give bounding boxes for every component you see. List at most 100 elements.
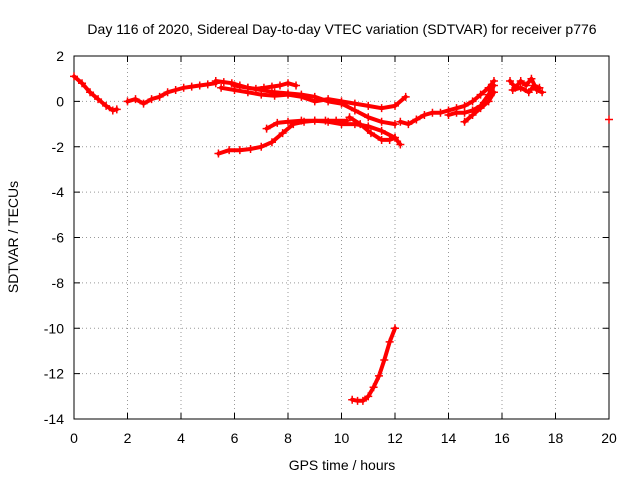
series-track-5 bbox=[230, 81, 399, 129]
data-point bbox=[310, 116, 319, 125]
y-tick-label: -14 bbox=[44, 411, 64, 427]
data-point bbox=[171, 86, 180, 95]
data-point bbox=[385, 337, 394, 346]
data-point bbox=[468, 110, 477, 119]
series-track-2 bbox=[123, 79, 220, 108]
data-point bbox=[391, 120, 399, 129]
data-point bbox=[391, 101, 399, 110]
data-point bbox=[460, 117, 469, 126]
data-point bbox=[78, 79, 87, 88]
data-point bbox=[246, 145, 255, 154]
data-point bbox=[506, 76, 515, 85]
y-tick-label: 2 bbox=[56, 48, 64, 64]
x-tick-label: 8 bbox=[284, 430, 292, 446]
data-point bbox=[412, 115, 421, 124]
data-point bbox=[380, 356, 389, 365]
data-points bbox=[70, 72, 613, 405]
data-point bbox=[420, 110, 429, 119]
data-point bbox=[225, 146, 234, 155]
data-point bbox=[262, 124, 271, 133]
grid bbox=[74, 56, 609, 419]
data-point bbox=[324, 117, 333, 126]
x-axis-label: GPS time / hours bbox=[289, 457, 396, 473]
data-point bbox=[278, 129, 287, 138]
series-track-15 bbox=[605, 115, 613, 124]
x-tick-label: 16 bbox=[494, 430, 510, 446]
data-point bbox=[364, 113, 373, 122]
x-tick-label: 20 bbox=[601, 430, 617, 446]
data-point bbox=[203, 80, 212, 89]
series-line bbox=[125, 81, 218, 106]
data-point bbox=[284, 89, 292, 98]
data-point bbox=[108, 106, 117, 115]
y-axis-label: SDTVAR / TECUs bbox=[5, 181, 21, 293]
x-tick-label: 10 bbox=[334, 430, 350, 446]
data-point bbox=[391, 324, 399, 333]
x-tick-label: 12 bbox=[387, 430, 403, 446]
y-tick-label: -6 bbox=[52, 230, 65, 246]
data-point bbox=[358, 396, 367, 405]
data-point bbox=[131, 95, 140, 104]
y-tick-label: -8 bbox=[52, 275, 65, 291]
axis-ticks: 0 2 4 6 8 10 12 14 16 18 2020-2-4-6-8-10-12-14 bbox=[44, 48, 617, 446]
y-tick-label: -10 bbox=[44, 320, 64, 336]
data-point bbox=[275, 81, 284, 90]
data-point bbox=[436, 108, 445, 117]
data-point bbox=[219, 78, 228, 87]
x-tick-label: 2 bbox=[124, 430, 132, 446]
data-point bbox=[538, 88, 547, 97]
series-track-4 bbox=[217, 83, 410, 113]
data-point bbox=[489, 88, 498, 97]
data-point bbox=[377, 126, 386, 135]
series-track-9 bbox=[396, 76, 498, 129]
chart-title: Day 116 of 2020, Sidereal Day-to-day VTE… bbox=[87, 21, 596, 37]
y-tick-label: -2 bbox=[52, 139, 65, 155]
y-tick-label: -12 bbox=[44, 366, 64, 382]
data-point bbox=[179, 83, 188, 92]
data-point bbox=[530, 81, 539, 90]
data-point bbox=[377, 117, 386, 126]
data-point bbox=[123, 97, 132, 106]
x-tick-label: 0 bbox=[70, 430, 78, 446]
data-point bbox=[460, 101, 469, 110]
data-point bbox=[444, 110, 453, 119]
data-point bbox=[112, 105, 121, 114]
data-point bbox=[155, 92, 164, 101]
data-point bbox=[211, 76, 220, 85]
data-point bbox=[86, 88, 95, 97]
data-point bbox=[377, 104, 386, 113]
data-point bbox=[484, 97, 493, 106]
data-point bbox=[366, 129, 375, 138]
data-point bbox=[195, 81, 204, 90]
data-point bbox=[345, 113, 354, 122]
data-point bbox=[396, 117, 405, 126]
data-point bbox=[524, 88, 533, 97]
data-point bbox=[605, 115, 613, 124]
data-point bbox=[324, 97, 333, 106]
x-tick-label: 14 bbox=[441, 430, 457, 446]
data-point bbox=[267, 138, 276, 147]
data-point bbox=[404, 120, 413, 129]
data-point bbox=[527, 74, 536, 83]
data-point bbox=[102, 101, 111, 110]
data-point bbox=[476, 104, 485, 113]
data-point bbox=[337, 99, 346, 108]
series-track-14 bbox=[348, 324, 399, 405]
y-tick-label: 0 bbox=[56, 93, 64, 109]
data-point bbox=[364, 101, 373, 110]
x-tick-label: 4 bbox=[177, 430, 185, 446]
series-track-7 bbox=[262, 116, 405, 149]
data-point bbox=[163, 88, 172, 97]
data-point bbox=[369, 383, 378, 392]
series-track-1 bbox=[70, 72, 121, 115]
data-point bbox=[374, 371, 383, 380]
data-point bbox=[460, 108, 469, 117]
data-point bbox=[476, 90, 485, 99]
data-point bbox=[508, 86, 517, 95]
x-tick-label: 18 bbox=[548, 430, 564, 446]
data-point bbox=[489, 81, 498, 90]
data-point bbox=[267, 82, 276, 91]
data-point bbox=[401, 92, 410, 101]
